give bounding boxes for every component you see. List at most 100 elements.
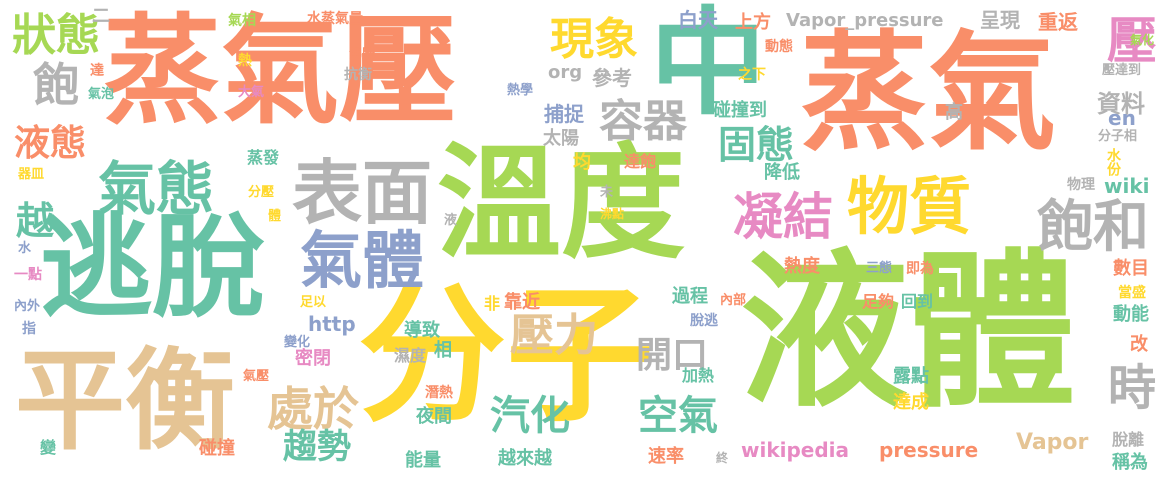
- word-http: http: [308, 312, 356, 336]
- word-zhengfa: 蒸發: [247, 148, 280, 167]
- word-kaikou: 開口: [636, 335, 709, 376]
- word-pingheng: 平衡: [15, 337, 235, 465]
- word-jiare: 加熱: [682, 366, 715, 385]
- word-buzhuo: 捕捉: [544, 102, 584, 126]
- word-org: org: [548, 62, 583, 83]
- word-xiang: 相: [434, 340, 452, 361]
- word-wuzhi: 物質: [847, 170, 972, 243]
- word-fenya: 分壓: [248, 185, 275, 200]
- word-mibi: 密閉: [295, 348, 331, 369]
- word-neibu: 內部: [720, 293, 747, 308]
- word-en: en: [1108, 106, 1136, 130]
- word-shi: 時: [1108, 360, 1157, 416]
- word-pengzhuang: 碰撞: [199, 438, 235, 459]
- word-cankao: 參考: [592, 66, 632, 90]
- word-dacheng: 達成: [893, 392, 929, 413]
- word-yetai: 液態: [14, 123, 87, 164]
- word-dabao: 達飽: [624, 152, 657, 171]
- word-kangheng: 抗衡: [344, 67, 372, 83]
- word-shumu: 數目: [1113, 258, 1149, 279]
- word-da: 達: [90, 63, 104, 79]
- word-vapor: Vapor: [1016, 430, 1089, 455]
- word-zhengqi: 蒸氣: [800, 19, 1057, 168]
- word-neiwai: 內外: [14, 299, 41, 314]
- word-zhong2: 終: [716, 451, 729, 465]
- word-baohe: 飽和: [1037, 195, 1149, 260]
- word-baitian: 白天: [678, 8, 718, 32]
- word-ye: 液: [444, 213, 458, 228]
- word-yueyaiyue: 越來越: [498, 448, 552, 469]
- word-santai: 三態: [866, 261, 893, 276]
- word-yeti: 液體: [740, 234, 1076, 430]
- word-huidao: 回到: [901, 292, 934, 311]
- word-qimin: 器皿: [18, 167, 45, 182]
- word-chengwei: 稱為: [1112, 452, 1148, 473]
- word-rongqi: 容器: [599, 96, 687, 147]
- word-vapor-pressure: Vapor_pressure: [786, 10, 944, 31]
- word-chengxian: 呈現: [980, 8, 1020, 32]
- word-qipao: 氣泡: [88, 87, 115, 102]
- word-qiti: 氣體: [300, 224, 425, 297]
- word-gutai: 固態: [718, 123, 795, 167]
- word-bianhua: 變化: [284, 335, 311, 350]
- word-bao: 飽: [33, 58, 79, 112]
- word-sulu: 速率: [648, 446, 684, 467]
- word-qiya: 氣壓: [243, 369, 270, 384]
- word-tuotao: 脫逃: [690, 313, 718, 329]
- word-yejian: 夜間: [416, 406, 452, 427]
- word-qihua: 汽化: [490, 393, 570, 439]
- word-fenzixiang: 分子相: [1098, 129, 1138, 144]
- word-tuoli: 脫離: [1112, 430, 1145, 449]
- word-yue: 越: [16, 199, 55, 243]
- word-shui: 水: [18, 241, 32, 256]
- word-shuifen: 水份: [1105, 148, 1121, 176]
- word-rexue: 熱學: [507, 83, 534, 98]
- word-zhengqiya: 蒸氣壓: [103, 2, 458, 140]
- word-ti: 體: [268, 209, 282, 224]
- word-daozhi: 導致: [404, 320, 440, 341]
- word-pressure: pressure: [879, 438, 979, 462]
- word-zhuangtai: 狀態: [12, 10, 100, 61]
- word-shuizhengqiliang: 水蒸氣量: [307, 11, 363, 27]
- word-qushi: 趨勢: [283, 427, 351, 467]
- word-feiteng: 沸騰: [349, 47, 376, 62]
- word-nengliang: 能量: [405, 450, 441, 471]
- word-chuyu: 處於: [267, 382, 359, 436]
- word-yadadao: 壓達到: [1102, 63, 1142, 78]
- word-taotuo: 逃脫: [40, 203, 264, 333]
- word-guocheng: 過程: [672, 286, 708, 307]
- word-fenzi: 分子: [358, 270, 654, 442]
- word-ziliao: 資料: [1097, 90, 1145, 118]
- word-dongtai: 動態: [765, 39, 793, 55]
- word-daqi: 大氣: [238, 85, 265, 100]
- word-er: 二: [92, 6, 110, 27]
- word-fei: 非: [484, 294, 501, 313]
- word-zuyi: 足以: [300, 295, 327, 310]
- word-pengzhuangdao: 碰撞到: [713, 100, 767, 121]
- word-jun: 均: [573, 152, 591, 173]
- word-dangsheng: 當盛: [1118, 285, 1146, 301]
- word-zhi: 指: [22, 321, 36, 337]
- word-zugou: 足夠: [862, 292, 895, 311]
- word-xianxiang: 現象: [550, 14, 638, 65]
- word-jiwei: 即為: [906, 261, 934, 277]
- word-wikipedia: wikipedia: [741, 438, 850, 462]
- word-shidu: 濕度: [394, 346, 427, 365]
- word-ludian: 露點: [893, 366, 929, 387]
- word-wendu: 溫度: [437, 132, 686, 276]
- word-qixiang: 氣相: [228, 13, 256, 29]
- word-biaomian: 表面: [292, 152, 432, 234]
- word-zhixia: 之下: [738, 67, 766, 83]
- word-wei: 未: [600, 185, 614, 200]
- word-wuli: 物理: [1067, 177, 1095, 193]
- word-gai: 改: [1130, 334, 1148, 355]
- word-jiangdi: 降低: [764, 162, 800, 183]
- word-dongneng: 動能: [1113, 304, 1149, 325]
- word-re: 熱: [238, 53, 252, 69]
- word-chongfan: 重返: [1038, 10, 1078, 34]
- word-ya: 壓: [1107, 12, 1157, 70]
- word-taiyang: 太陽: [543, 128, 579, 149]
- word-bian: 變: [40, 438, 57, 457]
- word-qianre: 潛熱: [425, 385, 453, 401]
